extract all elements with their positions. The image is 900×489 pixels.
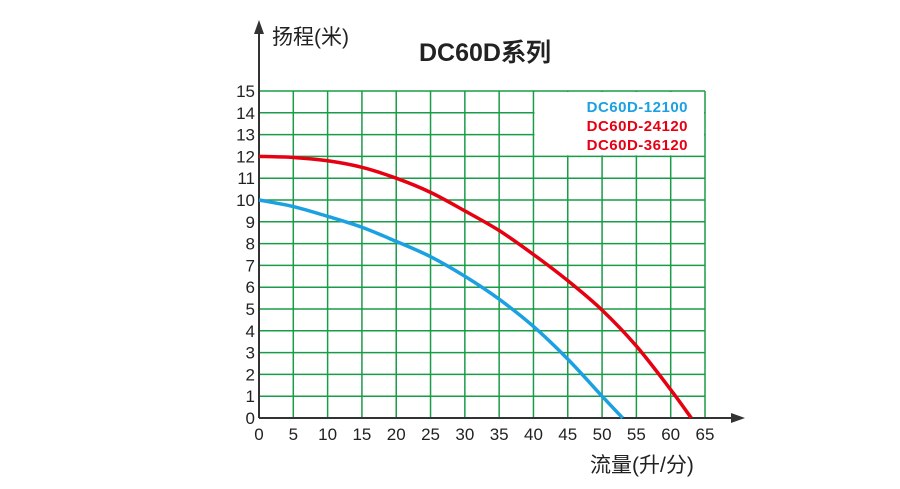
- tick-labels: 0 5 10 15 20 25 30 35 40 45 50 55 60 6501234567891011…: [236, 82, 714, 444]
- legend-entry: DC60D-12100: [587, 99, 688, 116]
- y-tick-label: 15: [236, 82, 255, 101]
- x-axis-label: 流量(升/分): [590, 454, 694, 477]
- y-tick-label: 2: [246, 365, 255, 384]
- axes: [254, 20, 745, 423]
- x-tick-label: 65: [696, 425, 715, 444]
- y-tick-label: 1: [246, 387, 255, 406]
- legend: DC60D-12100 DC60D-24120 DC60D-36120: [587, 99, 688, 154]
- y-tick-label: 4: [246, 322, 255, 341]
- y-tick-label: 3: [246, 344, 255, 363]
- y-tick-label: 6: [246, 278, 255, 297]
- y-tick-label: 10: [236, 191, 255, 210]
- series-line-dc60d-12100: [258, 198, 624, 420]
- x-tick-label: 35: [490, 425, 509, 444]
- x-tick-label: 50: [593, 425, 612, 444]
- y-tick-label: 0: [246, 409, 255, 428]
- series-line-dc60d-36120: [258, 154, 693, 420]
- x-tick-label: 60: [661, 425, 680, 444]
- legend-background: [534, 92, 704, 156]
- x-tick-label: 0: [254, 425, 263, 444]
- x-tick-label: 45: [558, 425, 577, 444]
- x-tick-label: 20: [387, 425, 406, 444]
- x-tick-label: 15: [352, 425, 371, 444]
- y-tick-label: 8: [246, 235, 255, 254]
- y-axis-label: 扬程(米): [272, 26, 349, 49]
- y-tick-label: 7: [246, 256, 255, 275]
- x-axis-arrow: [731, 413, 745, 423]
- legend-entry: DC60D-36120: [587, 137, 688, 154]
- series-lines: [258, 154, 693, 420]
- x-tick-label: 10: [318, 425, 337, 444]
- y-tick-label: 14: [236, 104, 255, 123]
- y-tick-label: 11: [237, 169, 255, 188]
- x-tick-label: 40: [524, 425, 543, 444]
- y-tick-label: 9: [246, 213, 255, 232]
- legend-entry: DC60D-24120: [587, 118, 688, 135]
- x-tick-label: 30: [455, 425, 474, 444]
- y-tick-label: 13: [236, 126, 255, 145]
- y-tick-label: 5: [246, 300, 255, 319]
- y-axis-arrow: [254, 20, 264, 34]
- x-tick-label: 55: [627, 425, 646, 444]
- chart-title: DC60D系列: [419, 39, 551, 67]
- x-tick-label: 25: [421, 425, 440, 444]
- y-tick-label: 12: [236, 147, 255, 166]
- x-tick-label: 5: [289, 425, 298, 444]
